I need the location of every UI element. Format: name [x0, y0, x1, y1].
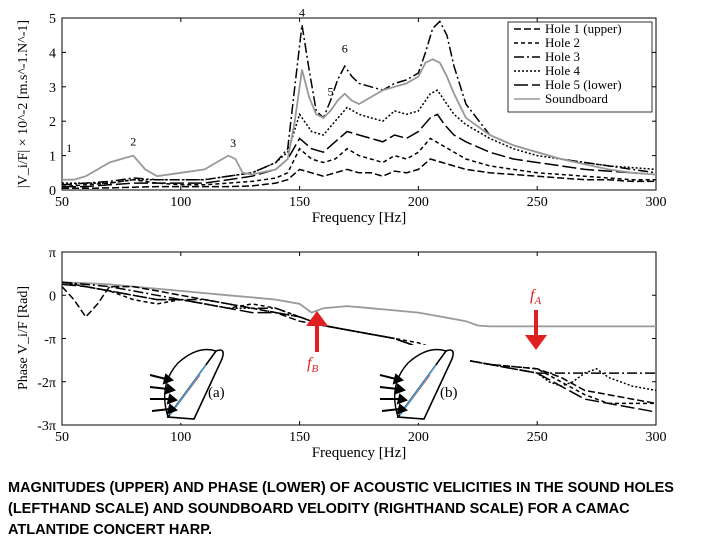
series-line-hole-1-upper	[62, 158, 656, 190]
inset-label-a: (a)	[208, 385, 225, 401]
y-tick-label: 0	[49, 289, 56, 304]
series-line-hole-5-lower	[62, 113, 657, 188]
fb-annotation: fB	[307, 355, 318, 375]
y-tick-label: -π	[44, 333, 56, 348]
x-tick-label: 300	[646, 430, 667, 445]
series-line-hole-4	[62, 89, 657, 184]
x-tick-label: 50	[55, 430, 69, 445]
y-tick-label: 2	[49, 115, 56, 130]
figure-caption: MAGNITUDES (UPPER) AND PHASE (LOWER) OF …	[8, 480, 674, 538]
peak-label: 6	[342, 41, 348, 55]
x-tick-label: 250	[527, 195, 548, 210]
peak-label: 1	[66, 141, 72, 155]
magnitude-x-axis-label: Frequency [Hz]	[312, 210, 407, 226]
x-tick-label: 150	[289, 195, 310, 210]
y-tick-label: π	[49, 246, 56, 261]
phase-plot: 50 100 150 200 250 300 π 0 -π -2π -3π Frequency [H…	[16, 246, 667, 461]
x-tick-label: 50	[55, 195, 69, 210]
magnitude-y-axis-label: |V_i/F| × 10^-2 [m.s^-1.N^-1]	[16, 20, 31, 188]
fa-annotation: fA	[530, 287, 541, 307]
legend-entry: Soundboard	[545, 91, 608, 106]
y-tick-label: -3π	[37, 419, 56, 434]
x-tick-label: 250	[527, 430, 548, 445]
x-tick-label: 200	[408, 195, 429, 210]
phase-x-axis-label: Frequency [Hz]	[312, 445, 407, 461]
series-line-hole-2	[61, 137, 656, 188]
legend-entry: Hole 4	[545, 63, 581, 78]
series-line-hole-1-upper	[61, 285, 657, 405]
y-tick-label: 4	[49, 46, 56, 61]
x-tick-label: 100	[170, 430, 191, 445]
series-line-soundboard	[62, 58, 657, 181]
x-tick-label: 100	[170, 195, 191, 210]
series-line-hole-5-lower	[61, 283, 657, 413]
peak-label: 2	[130, 134, 136, 148]
legend-entry: Hole 2	[545, 35, 580, 50]
y-tick-label: 3	[49, 81, 56, 96]
peak-label: 4	[299, 5, 305, 19]
y-tick-label: 5	[49, 12, 56, 27]
inset-label-b: (b)	[440, 385, 458, 401]
y-tick-label: 0	[49, 184, 56, 199]
series-line-hole-2	[61, 281, 656, 405]
harp-inset-b: (b)	[378, 345, 470, 423]
y-tick-label: -2π	[37, 376, 56, 391]
harp-inset-a: (a)	[148, 345, 240, 423]
fa-arrow	[525, 310, 547, 350]
x-tick-label: 300	[646, 195, 667, 210]
legend-entry: Hole 5 (lower)	[545, 77, 622, 92]
phase-y-axis-label: Phase V_i/F [Rad]	[16, 286, 31, 390]
y-tick-label: 1	[49, 150, 56, 165]
x-tick-label: 150	[289, 430, 310, 445]
x-tick-label: 200	[408, 430, 429, 445]
fb-arrow	[306, 311, 328, 352]
legend-entry: Hole 3	[545, 49, 580, 64]
series-line-soundboard	[61, 281, 656, 328]
peak-label: 3	[230, 136, 236, 150]
legend-box	[507, 21, 653, 113]
peak-label: 5	[327, 84, 333, 98]
legend-entry: Hole 1 (upper)	[545, 21, 622, 36]
